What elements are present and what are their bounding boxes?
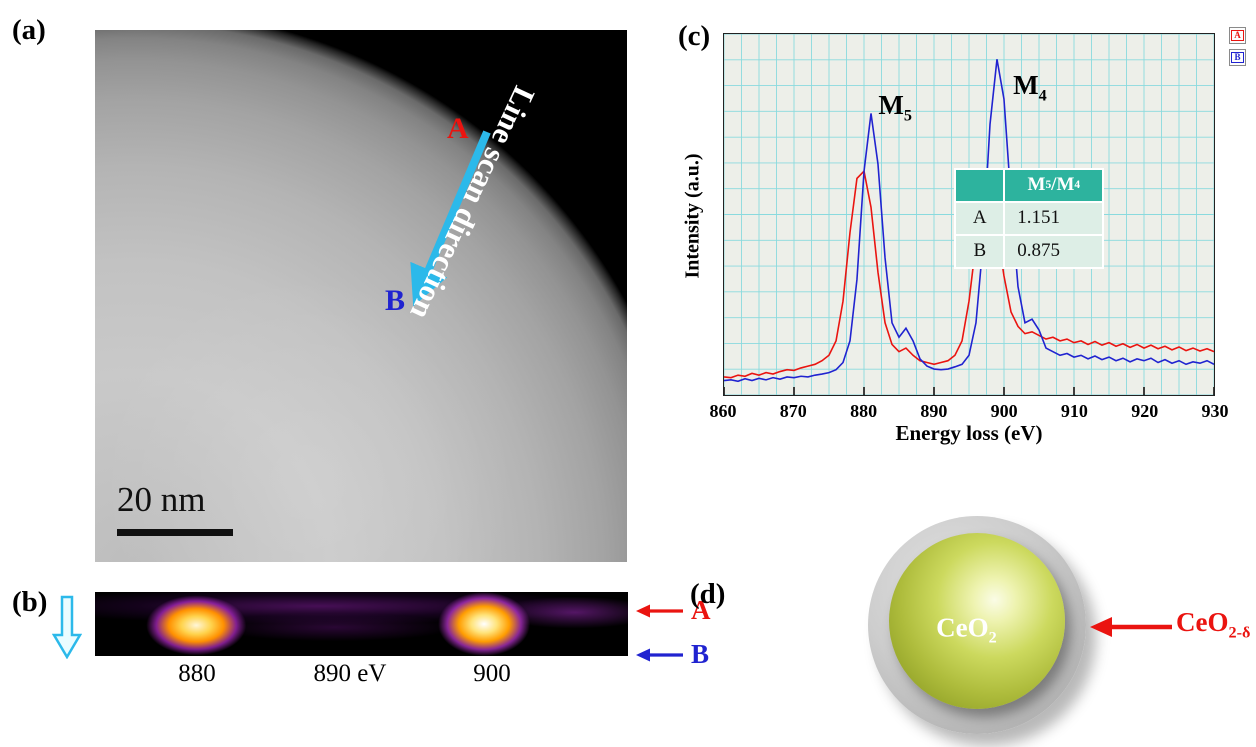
ratio-row-a-value: 1.151 (1005, 202, 1103, 234)
peak-label-m5: M5 (878, 89, 912, 125)
spectra-plot-svg (724, 34, 1214, 395)
shell-circle: CeO2 (868, 516, 1086, 734)
left-arrow-a-icon (636, 604, 683, 617)
shell-pointer-arrow-icon (1090, 617, 1172, 637)
x-tick-label: 900 (990, 401, 1018, 421)
x-tick-label: 880 (850, 401, 878, 421)
panel-a-label: (a) (12, 14, 46, 46)
ratio-table-header: M 5/M 4 (1005, 169, 1103, 201)
peak-label-m4: M4 (1013, 69, 1047, 105)
ratio-row-b-value: 0.875 (1005, 235, 1103, 267)
scan-direction-down-arrow-icon (52, 595, 82, 659)
x-axis-title: Energy loss (eV) (895, 421, 1043, 445)
heatmap-tick-890ev: 890 eV (313, 660, 387, 687)
heatmap-arrow-b-label: B (691, 639, 710, 669)
x-axis-ticks: 860 870 880 890 900 910 920 930 (710, 401, 1229, 423)
ratio-row-a-name: A (956, 202, 1004, 234)
core-sphere: CeO2 (889, 533, 1065, 709)
point-b-label: B (385, 284, 406, 317)
scale-bar (117, 529, 233, 536)
panel-b-label: (b) (12, 586, 48, 618)
legend-item-a: A (1229, 27, 1246, 44)
panel-c-label: (c) (678, 20, 711, 52)
heatmap-arrow-a: A (636, 597, 711, 624)
tem-image: A B Line scan direction 20 nm (95, 30, 627, 562)
x-tick-label: 870 (779, 401, 807, 421)
point-a-label: A (447, 112, 469, 145)
ratio-table-corner (956, 169, 1004, 201)
heatmap-tick-880: 880 (178, 660, 216, 687)
shell-label: CeO2-δ (1176, 607, 1251, 642)
scale-bar-label: 20 nm (117, 480, 206, 519)
heatmap-tick-900: 900 (473, 660, 511, 687)
heatmap-arrow-a-label: A (691, 595, 711, 625)
ratio-table: M 5/M 4 A 1.151 B 0.875 (954, 167, 1105, 269)
y-axis-title: Intensity (a.u.) (681, 153, 704, 279)
x-tick-label: 860 (709, 401, 737, 421)
spectra-plot: M5 M4 M 5/M 4 A 1.151 B 0.875 (723, 33, 1215, 396)
legend-item-b: B (1229, 49, 1246, 66)
left-arrow-b-icon (636, 648, 683, 661)
x-tick-label: 920 (1131, 401, 1159, 421)
x-tick-label: 910 (1060, 401, 1088, 421)
panel-d-label: (d) (690, 578, 726, 610)
heatmap-arrow-b: B (636, 641, 709, 668)
eels-linescan-heatmap (95, 592, 628, 656)
ratio-row-b-name: B (956, 235, 1004, 267)
core-label: CeO2 (936, 612, 997, 647)
x-tick-label: 890 (920, 401, 948, 421)
line-scan-arrow-icon (410, 130, 491, 307)
x-tick-label: 930 (1201, 401, 1229, 421)
